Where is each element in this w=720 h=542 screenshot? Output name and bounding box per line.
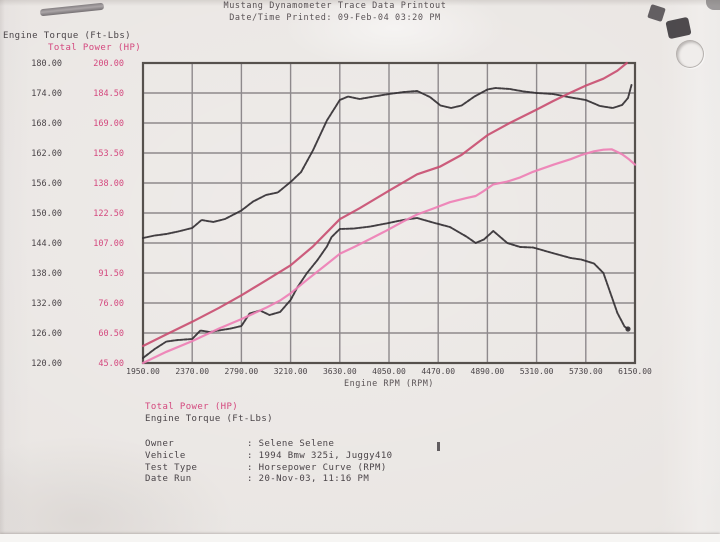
rpm-tick-label: 5310.00 xyxy=(520,367,554,376)
curve-engine-torque-run-2-ft-lbs- xyxy=(142,217,629,359)
torque-tick-label: 180.00 xyxy=(31,59,62,69)
power-tick-label: 184.50 xyxy=(93,89,124,99)
info-value: : 20-Nov-03, 11:16 PM xyxy=(247,474,370,485)
curve-end-dot xyxy=(625,326,631,332)
rpm-tick-label: 1950.00 xyxy=(126,367,160,376)
plot-border xyxy=(141,61,637,365)
torque-tick-label: 126.00 xyxy=(31,329,62,339)
curve-engine-torque-run-1-ft-lbs- xyxy=(142,84,633,239)
curve-total-power-run-1-hp- xyxy=(141,61,628,348)
power-tick-label: 76.00 xyxy=(98,299,124,309)
info-label: Test Type xyxy=(145,462,198,473)
torque-tick-label: 174.00 xyxy=(31,89,62,99)
rpm-tick-label: 4470.00 xyxy=(421,367,455,376)
info-label: Vehicle xyxy=(145,450,186,461)
info-label: Owner xyxy=(145,439,175,449)
info-row: Test Type : Horsepower Curve (RPM) xyxy=(145,463,392,475)
page-corner-shadow xyxy=(706,0,720,10)
info-value: : Horsepower Curve (RPM) xyxy=(247,462,387,473)
info-value: : Selene Selene xyxy=(247,439,335,449)
torque-tick-label: 162.00 xyxy=(31,149,62,159)
power-tick-label: 169.00 xyxy=(93,119,124,129)
torque-tick-label: 156.00 xyxy=(31,179,62,189)
rpm-tick-label: 4890.00 xyxy=(471,367,505,376)
rpm-tick-label: 3210.00 xyxy=(274,367,308,376)
rpm-tick-label: 4050.00 xyxy=(372,367,406,376)
torque-tick-label: 144.00 xyxy=(31,239,62,249)
power-tick-label: 122.50 xyxy=(93,209,124,219)
print-datetime: Date/Time Printed: 09-Feb-04 03:20 PM xyxy=(229,13,441,23)
scan-artifact-dash xyxy=(437,442,440,451)
torque-tick-label: 150.00 xyxy=(31,209,62,219)
page-bottom-edge xyxy=(0,534,720,542)
legend-engine-torque: Engine Torque (Ft-Lbs) xyxy=(145,413,274,424)
power-axis-label: Total Power (HP) xyxy=(48,43,142,53)
legend-total-power: Total Power (HP) xyxy=(145,402,239,412)
chart-legend: Total Power (HP) Engine Torque (Ft-Lbs) xyxy=(145,402,273,425)
report-title: Mustang Dynamometer Trace Data Printout xyxy=(223,1,447,11)
rpm-tick-label: 6150.00 xyxy=(618,367,652,376)
rpm-tick-label: 2790.00 xyxy=(225,367,259,376)
power-tick-label: 107.00 xyxy=(93,239,124,249)
rpm-tick-label: 2370.00 xyxy=(175,367,209,376)
power-tick-label: 60.50 xyxy=(98,329,124,339)
power-tick-label: 138.00 xyxy=(93,179,124,189)
torque-axis-label: Engine Torque (Ft-Lbs) xyxy=(3,31,132,41)
power-tick-label: 153.50 xyxy=(93,149,124,159)
info-label: Date Run xyxy=(145,474,192,485)
torque-tick-label: 120.00 xyxy=(31,359,62,369)
rpm-tick-label: 3630.00 xyxy=(323,367,357,376)
torque-tick-label: 138.00 xyxy=(31,269,62,279)
power-tick-label: 200.00 xyxy=(93,59,124,69)
info-row: Owner : Selene Selene xyxy=(145,439,392,451)
rpm-tick-label: 5730.00 xyxy=(569,367,603,376)
curve-total-power-run-2-hp- xyxy=(141,148,637,365)
hole-punch xyxy=(676,40,704,68)
run-info-table: Owner : Selene Selene Vehicle : 1994 Bmw 32… xyxy=(145,439,392,486)
torque-tick-label: 168.00 xyxy=(31,119,62,129)
info-row: Date Run : 20-Nov-03, 11:16 PM xyxy=(145,474,392,486)
info-row: Vehicle : 1994 Bmw 325i, Juggy410 xyxy=(145,451,392,463)
power-tick-label: 91.50 xyxy=(98,269,124,279)
x-axis-title: Engine RPM (RPM) xyxy=(344,379,434,389)
report-header: Mustang Dynamometer Trace Data Printout … xyxy=(170,1,500,23)
torque-tick-label: 132.00 xyxy=(31,299,62,309)
power-tick-label: 45.00 xyxy=(98,359,124,369)
info-value: : 1994 Bmw 325i, Juggy410 xyxy=(247,450,393,461)
